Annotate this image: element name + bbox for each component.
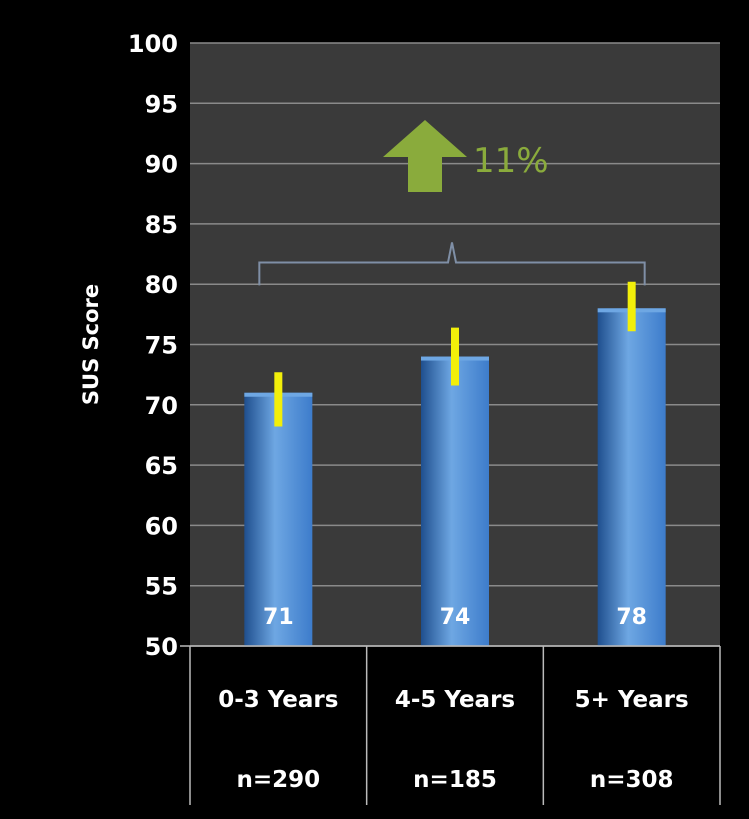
y-tick-label: 100	[128, 30, 178, 58]
y-axis-label: SUS Score	[79, 284, 103, 405]
category-label: 0-3 Years	[218, 687, 338, 713]
comparison-bracket	[258, 242, 646, 286]
category-table: 0-3 Years n=290 4-5 Years n=185 5+ Years n=30…	[180, 645, 721, 805]
bar-value-labels: 71 74 78	[263, 605, 647, 630]
category-label: 5+ Years	[575, 687, 689, 713]
bar	[244, 392, 313, 646]
y-tick-label: 85	[145, 211, 178, 239]
up-arrow-icon	[383, 120, 467, 192]
sample-size-label: n=308	[590, 767, 674, 793]
y-axis-ticks: 50 55 60 65 70 75 80 85 90 95 100	[128, 30, 178, 661]
bar	[421, 356, 489, 646]
y-tick-label: 60	[145, 512, 178, 540]
increase-annotation: 11%	[383, 120, 549, 192]
bar-value-label: 78	[616, 605, 647, 630]
bar	[597, 308, 666, 646]
category-label: 4-5 Years	[395, 687, 515, 713]
y-tick-label: 55	[145, 573, 178, 601]
sample-size-label: n=290	[237, 767, 321, 793]
y-tick-label: 90	[145, 151, 178, 179]
bars	[244, 308, 666, 646]
y-tick-label: 65	[145, 452, 178, 480]
increase-label: 11%	[473, 141, 549, 181]
bracket-line	[258, 242, 646, 286]
error-bars	[274, 281, 636, 427]
sample-size-label: n=185	[413, 767, 497, 793]
bar-value-label: 71	[263, 605, 294, 630]
y-tick-label: 75	[145, 332, 178, 360]
y-tick-label: 80	[145, 271, 178, 299]
bar-value-label: 74	[440, 605, 471, 630]
y-tick-label: 50	[145, 633, 178, 661]
y-tick-label: 70	[145, 392, 178, 420]
y-tick-label: 95	[145, 90, 178, 118]
